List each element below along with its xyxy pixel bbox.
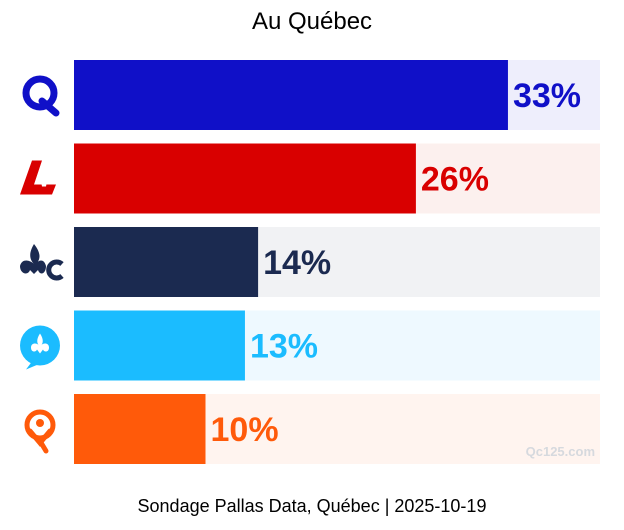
qs-logo-icon (24, 409, 56, 454)
pq-logo-icon (20, 244, 64, 281)
value-label-pq: 14% (263, 244, 331, 282)
caq-logo-icon (22, 75, 60, 117)
plq-logo-icon (20, 160, 56, 195)
chart-title: Au Québec (251, 8, 373, 35)
bar-pq (74, 227, 259, 297)
bar-qs (74, 394, 206, 464)
pcq-logo-icon (20, 325, 60, 370)
bar-plq (74, 143, 416, 214)
bar-caq (74, 60, 508, 130)
value-label-caq: 33% (513, 77, 581, 115)
watermark: Qc125.com (526, 444, 595, 459)
value-label-qs: 10% (211, 411, 279, 449)
value-label-pcq: 13% (250, 328, 318, 366)
value-label-plq: 26% (421, 161, 489, 199)
bar-pcq (74, 310, 245, 381)
source-footer: Sondage Pallas Data, Québec | 2025-10-19 (137, 496, 487, 516)
